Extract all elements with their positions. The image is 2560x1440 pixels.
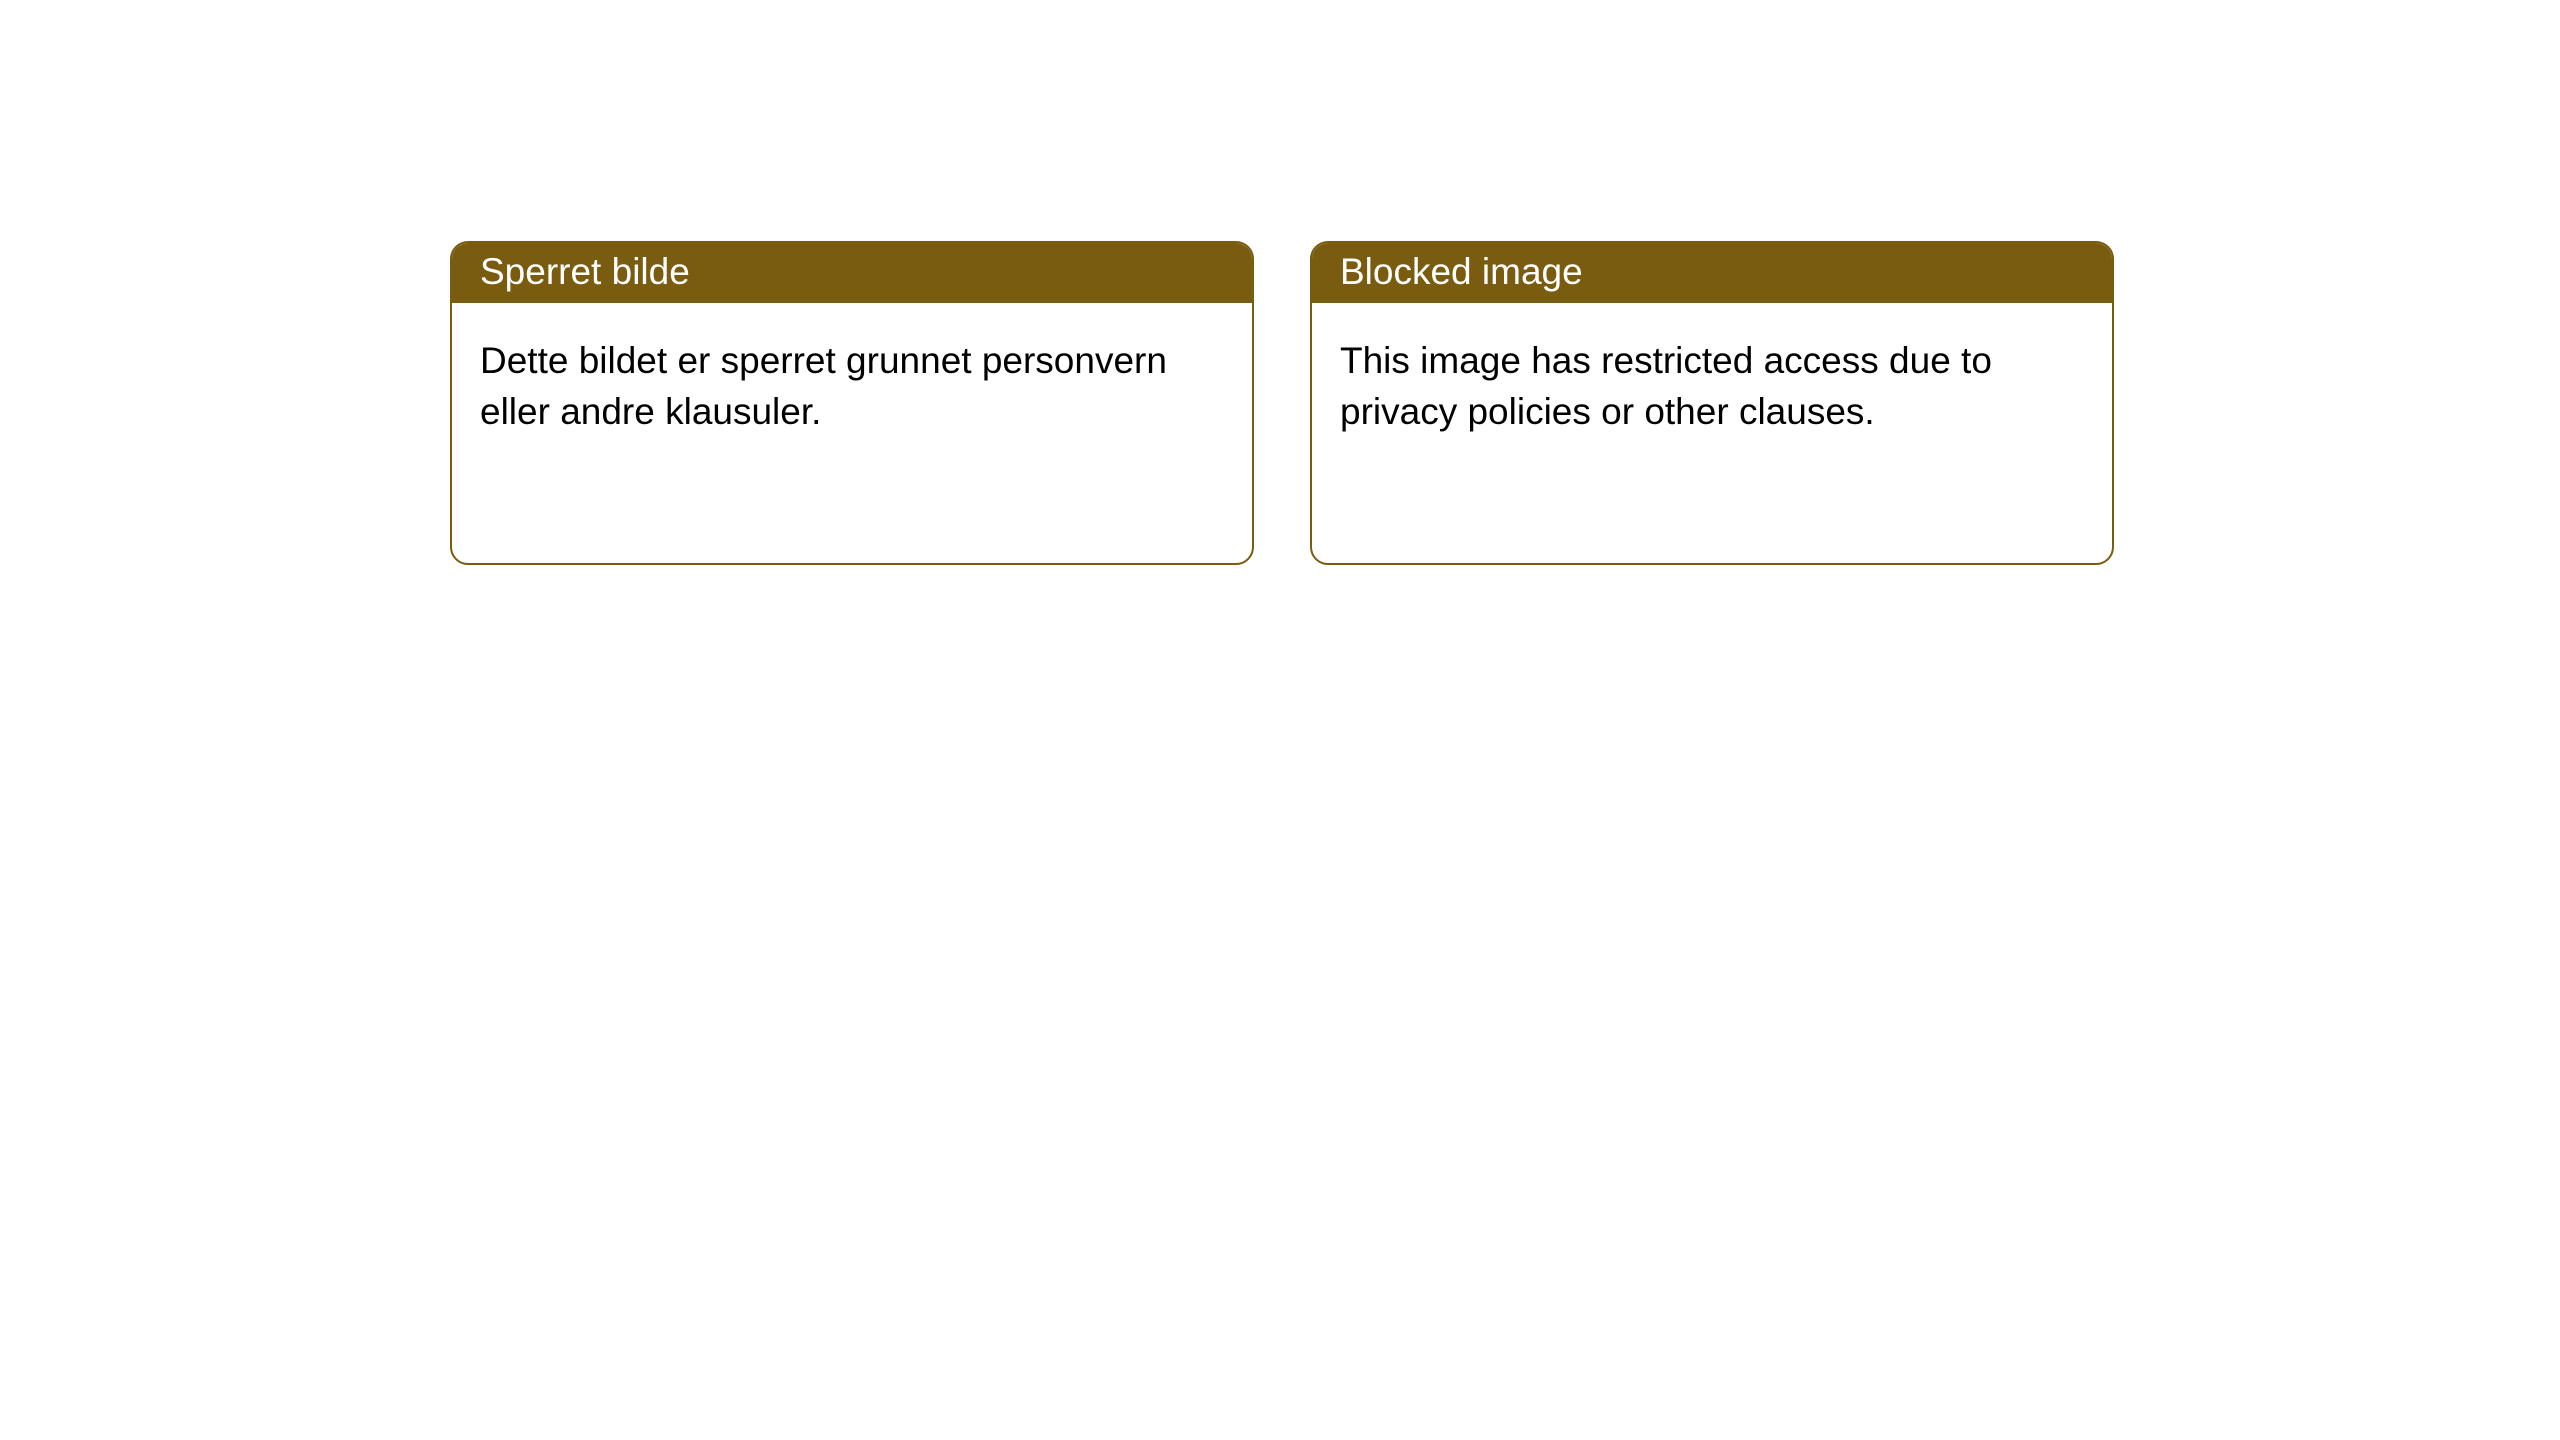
notice-container: Sperret bilde Dette bildet er sperret gr…	[0, 0, 2560, 565]
notice-body: Dette bildet er sperret grunnet personve…	[452, 303, 1252, 563]
notice-body: This image has restricted access due to …	[1312, 303, 2112, 563]
notice-card-norwegian: Sperret bilde Dette bildet er sperret gr…	[450, 241, 1254, 565]
notice-title: Sperret bilde	[452, 243, 1252, 303]
notice-title: Blocked image	[1312, 243, 2112, 303]
notice-card-english: Blocked image This image has restricted …	[1310, 241, 2114, 565]
